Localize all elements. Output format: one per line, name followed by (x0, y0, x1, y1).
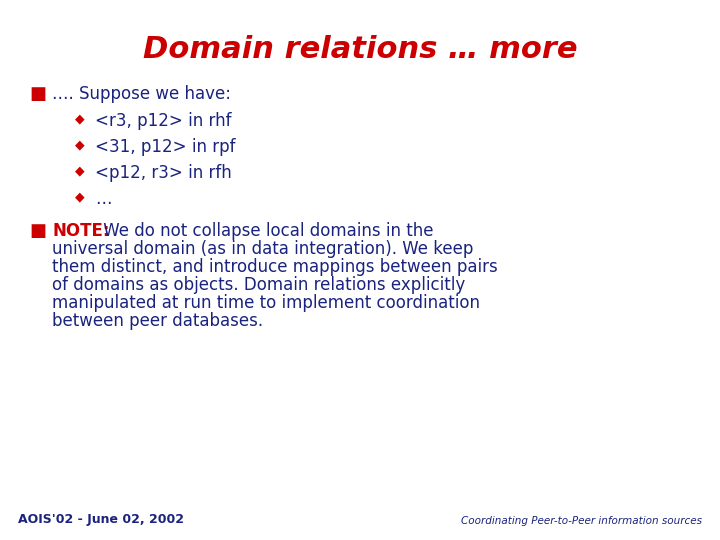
Text: ◆: ◆ (75, 164, 85, 177)
Text: manipulated at run time to implement coordination: manipulated at run time to implement coo… (52, 294, 480, 312)
Text: Coordinating Peer-to-Peer information sources: Coordinating Peer-to-Peer information so… (461, 516, 702, 526)
Text: universal domain (as in data integration). We keep: universal domain (as in data integration… (52, 240, 473, 258)
Text: …: … (95, 190, 112, 208)
Text: Domain relations … more: Domain relations … more (143, 35, 577, 64)
Text: <r3, p12> in rhf: <r3, p12> in rhf (95, 112, 232, 130)
Text: <p12, r3> in rfh: <p12, r3> in rfh (95, 164, 232, 182)
Text: of domains as objects. Domain relations explicitly: of domains as objects. Domain relations … (52, 276, 465, 294)
Text: ◆: ◆ (75, 190, 85, 203)
Text: <31, p12> in rpf: <31, p12> in rpf (95, 138, 235, 156)
Text: We do not collapse local domains in the: We do not collapse local domains in the (98, 222, 433, 240)
Text: them distinct, and introduce mappings between pairs: them distinct, and introduce mappings be… (52, 258, 498, 276)
Text: AOIS'02 - June 02, 2002: AOIS'02 - June 02, 2002 (18, 513, 184, 526)
Text: ◆: ◆ (75, 138, 85, 151)
Text: NOTE:: NOTE: (52, 222, 109, 240)
Text: between peer databases.: between peer databases. (52, 312, 263, 330)
Text: ■: ■ (30, 222, 47, 240)
Text: ◆: ◆ (75, 112, 85, 125)
Text: ■: ■ (30, 85, 47, 103)
Text: …. Suppose we have:: …. Suppose we have: (52, 85, 231, 103)
